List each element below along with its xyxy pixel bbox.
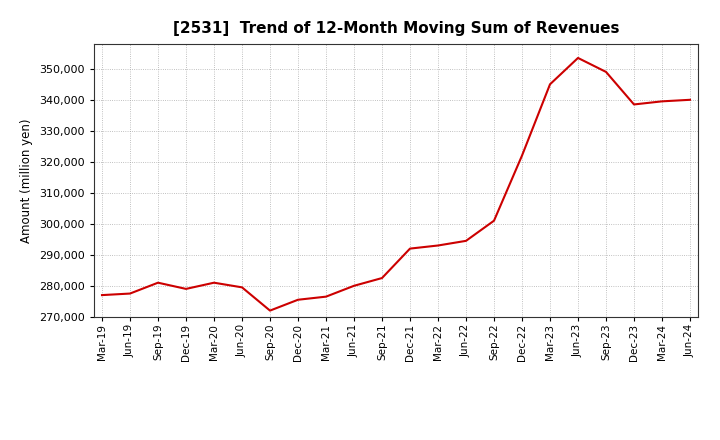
Title: [2531]  Trend of 12-Month Moving Sum of Revenues: [2531] Trend of 12-Month Moving Sum of R… xyxy=(173,21,619,36)
Y-axis label: Amount (million yen): Amount (million yen) xyxy=(20,118,33,242)
